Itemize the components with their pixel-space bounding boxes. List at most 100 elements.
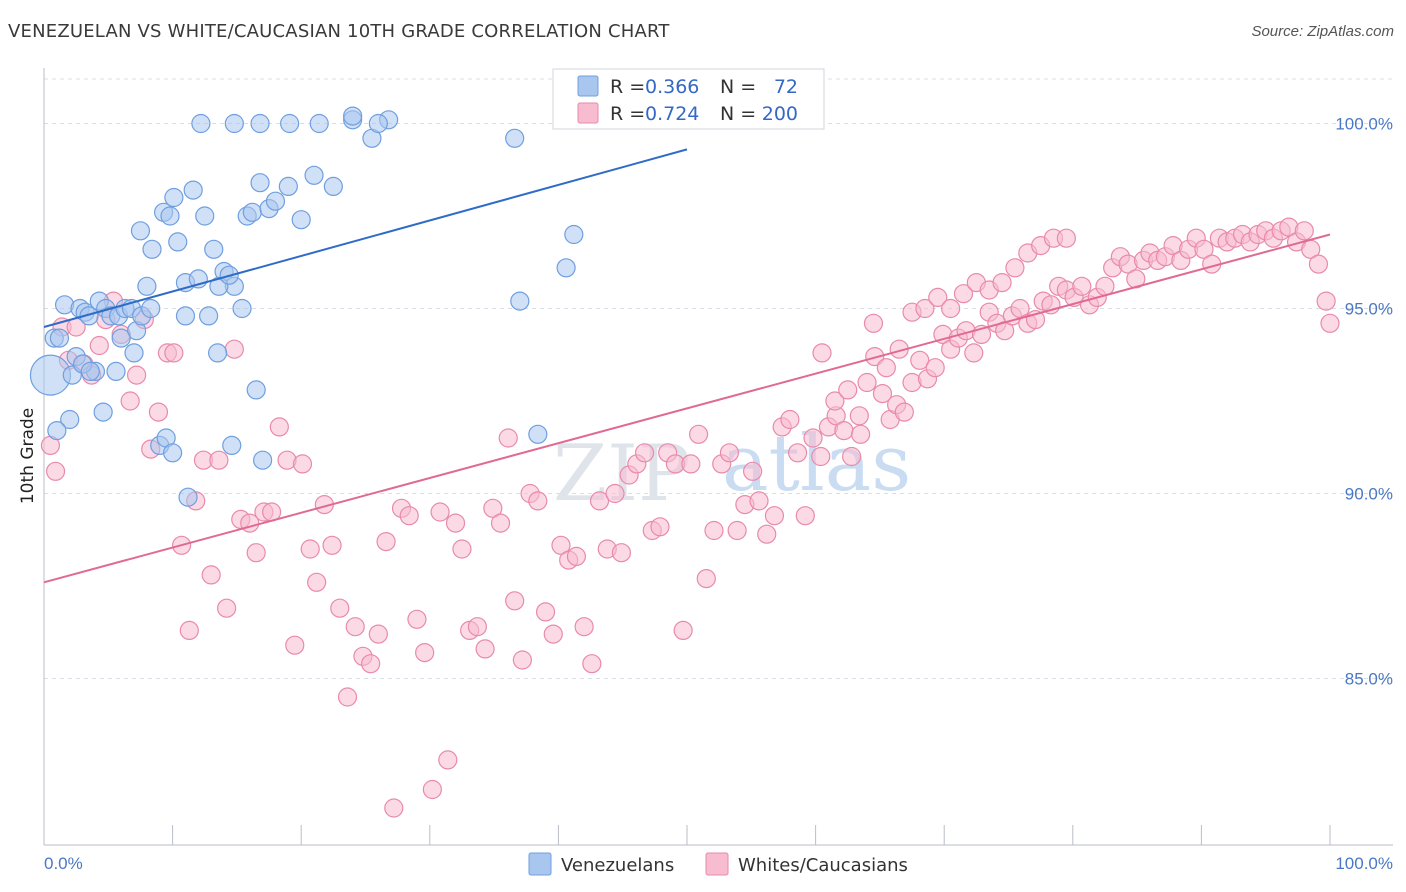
whites-caucasians-point (490, 513, 511, 533)
whites-caucasians-point (787, 443, 808, 463)
whites-caucasians-point (704, 520, 724, 541)
venezuelans-point (204, 239, 224, 259)
venezuelans-point (246, 380, 266, 400)
whites-caucasians-point (438, 750, 458, 770)
whites-caucasians-point (1072, 276, 1092, 296)
whites-caucasians-point (45, 461, 66, 481)
whites-caucasians-point (605, 483, 625, 504)
x-tick-label-left: 0.0% (44, 854, 83, 873)
whites-caucasians-point (445, 513, 466, 533)
legend-n-value-whites: 200 (762, 103, 798, 125)
whites-caucasians-point (528, 491, 548, 511)
whites-caucasians-point (300, 539, 320, 559)
venezuelans-point (278, 176, 298, 196)
series-whites-caucasians-points (40, 217, 1340, 818)
venezuelans-point (564, 224, 584, 245)
whites-caucasians-point (384, 798, 404, 818)
trendlines (43, 148, 1331, 584)
venezuelans-point (137, 276, 157, 296)
whites-caucasians-point (925, 358, 945, 378)
legend-r-label-venezuelans: R = (610, 76, 645, 98)
venezuelans-point (106, 361, 126, 381)
legend-stats: R = 0.366 N = 72 R = 0.724 N = 200 (552, 68, 825, 130)
whites-caucasians-point (795, 506, 815, 526)
whites-caucasians-point (857, 372, 877, 393)
venezuelans-point (510, 291, 530, 311)
whites-caucasians-point (611, 543, 632, 563)
bottom-legend-label-venezuelans: Venezuelans (561, 855, 674, 876)
whites-caucasians-point (1316, 291, 1336, 311)
whites-caucasians-point (126, 365, 147, 385)
whites-caucasians-point (1095, 276, 1115, 296)
whites-caucasians-point (475, 639, 495, 659)
whites-caucasians-point (566, 546, 587, 567)
axes (43, 68, 1393, 846)
venezuelans-point (124, 343, 144, 363)
venezuelans-point (163, 443, 183, 463)
whites-caucasians-point (498, 428, 518, 448)
whites-caucasians-point (535, 602, 556, 622)
venezuelans-point (168, 232, 188, 252)
whites-caucasians-point (915, 298, 935, 319)
whites-caucasians-point (764, 506, 785, 526)
whites-caucasians-point (673, 620, 693, 641)
whites-caucasians-point (483, 498, 503, 518)
whites-caucasians-point (803, 428, 823, 448)
whites-caucasians-point (345, 617, 365, 637)
whites-caucasians-point (285, 635, 305, 655)
chart-source: Source: ZipAtlas.com (1251, 23, 1394, 40)
whites-caucasians-point (551, 535, 571, 555)
whites-caucasians-point (543, 624, 563, 644)
y-tick-label-1: 90.0% (1345, 485, 1393, 504)
whites-caucasians-point (812, 343, 832, 363)
whites-caucasians-point (307, 572, 327, 592)
whites-caucasians-point (512, 650, 532, 670)
whites-caucasians-point (749, 491, 769, 511)
whites-caucasians-point (780, 409, 800, 430)
whites-caucasians-point (953, 284, 974, 304)
whites-caucasians-point (842, 446, 862, 467)
y-tick-label-0: 85.0% (1345, 670, 1393, 689)
whites-caucasians-point (928, 287, 948, 307)
venezuelans-point (253, 450, 273, 470)
legend-r-label-whites: R = (610, 103, 645, 125)
whites-caucasians-point (1308, 254, 1329, 274)
y-tick-label-2: 95.0% (1345, 300, 1393, 319)
whites-caucasians-point (322, 535, 342, 555)
whites-caucasians-point (894, 402, 914, 422)
whites-caucasians-point (452, 539, 472, 559)
whites-caucasians-point (1194, 239, 1214, 259)
venezuelans-point (175, 306, 196, 326)
whites-caucasians-point (217, 598, 237, 618)
legend-series: Venezuelans Whites/Caucasians (528, 852, 908, 876)
venezuelans-point (195, 206, 215, 226)
venezuelans-point (224, 113, 244, 134)
whites-caucasians-point (589, 491, 610, 511)
bottom-legend-swatch-whites-caucasians (705, 852, 729, 876)
venezuelans-point (250, 173, 270, 193)
venezuelans-point (164, 187, 184, 208)
whites-caucasians-point (811, 446, 831, 467)
whites-caucasians-point (742, 461, 763, 481)
venezuelans-point (47, 421, 67, 441)
venezuelans-point (232, 298, 252, 319)
venezuelans-point (130, 221, 151, 241)
whites-caucasians-point (246, 543, 266, 563)
whites-caucasians-point (863, 313, 884, 333)
whites-caucasians-point (120, 391, 140, 411)
venezuelans-point (505, 128, 525, 148)
chart-title: VENEZUELAN VS WHITE/CAUCASIAN 10TH GRADE… (8, 21, 670, 42)
y-axis-title: 10th Grade (18, 408, 38, 504)
whites-caucasians-point (1005, 258, 1025, 278)
venezuelans-point (93, 402, 113, 422)
whites-caucasians-point (376, 531, 396, 552)
venezuelans-point (208, 343, 228, 363)
legend-r-value-venezuelans: 0.366 (645, 76, 699, 98)
legend-r-value-whites: 0.724 (645, 103, 699, 125)
x-tick-label-right: 100.0% (1335, 854, 1393, 873)
venezuelans-point (160, 206, 180, 226)
whites-caucasians-point (634, 443, 655, 463)
whites-caucasians-point (719, 443, 740, 463)
y-tick-labels: 85.0% 90.0% 95.0% 100.0% (1335, 115, 1393, 689)
legend-swatch-venezuelans (577, 75, 599, 97)
